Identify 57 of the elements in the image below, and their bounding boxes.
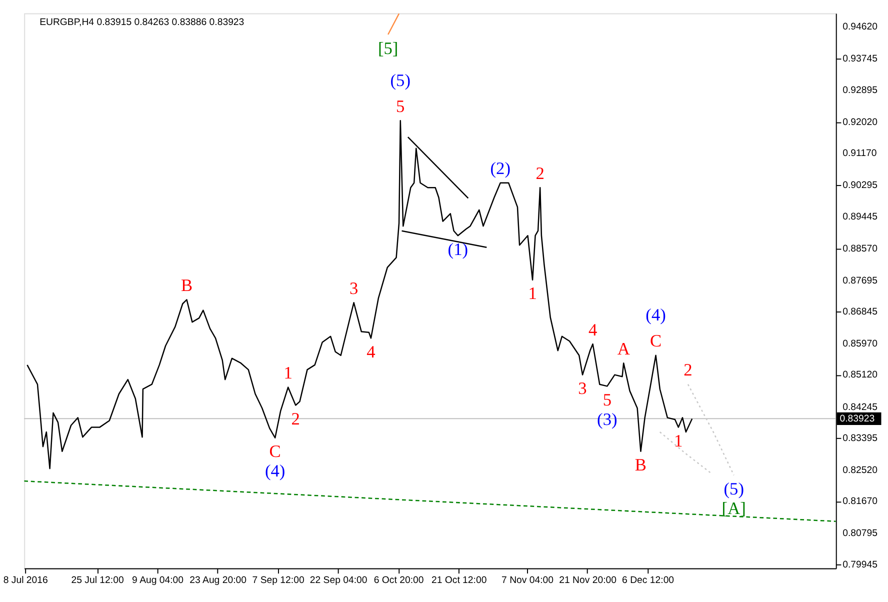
y-tick-label: 0.88570 xyxy=(842,243,878,254)
annotation: 1 xyxy=(284,364,292,383)
y-tick-label: 0.94620 xyxy=(842,22,878,33)
annotation: 2 xyxy=(291,410,300,429)
annotation: 3 xyxy=(349,278,358,298)
y-tick-label: 0.87695 xyxy=(842,275,878,286)
chart-title: EURGBP,H4 0.83915 0.84263 0.83886 0.83923 xyxy=(40,16,244,28)
ref-line-label: 0.83923 xyxy=(840,414,875,425)
annotation: A xyxy=(617,339,630,358)
annotation: (4) xyxy=(646,306,666,325)
annotation: 3 xyxy=(578,379,587,398)
y-tick-label: 0.79945 xyxy=(842,559,878,570)
y-tick-label: 0.81670 xyxy=(842,496,878,508)
annotation: B xyxy=(634,456,647,475)
annotation: (2) xyxy=(490,159,511,178)
y-tick-label: 0.80795 xyxy=(842,528,878,540)
annotation: [A] xyxy=(722,498,746,518)
y-tick-label: 0.82520 xyxy=(842,464,878,476)
x-tick-label: 22 Sep 04:00 xyxy=(310,575,368,586)
y-tick-label: 0.86845 xyxy=(842,306,878,318)
x-tick-label: 6 Dec 12:00 xyxy=(622,575,674,586)
annotation: C xyxy=(650,332,662,351)
annotation: 2 xyxy=(684,360,692,380)
annotation: 4 xyxy=(366,342,376,362)
x-tick-label: 6 Oct 20:00 xyxy=(374,575,424,586)
annotation: (4) xyxy=(264,461,286,480)
annotation: C xyxy=(269,442,281,462)
x-tick-label: 9 Aug 04:00 xyxy=(132,575,184,586)
y-tick-label: 0.93745 xyxy=(842,54,878,65)
x-tick-label: 25 Jul 12:00 xyxy=(71,575,124,586)
annotation: 1 xyxy=(528,284,537,304)
annotation: [5] xyxy=(378,38,398,58)
annotation: (1) xyxy=(448,240,468,259)
annotation: 4 xyxy=(588,320,598,340)
annotation: (5) xyxy=(724,480,744,498)
y-tick-label: 0.84245 xyxy=(842,402,878,413)
x-tick-label: 7 Sep 12:00 xyxy=(252,575,304,586)
x-tick-label: 8 Jul 2016 xyxy=(3,575,48,586)
annotation: (5) xyxy=(390,70,411,90)
annotation: 5 xyxy=(396,96,405,116)
x-tick-label: 21 Nov 20:00 xyxy=(559,575,616,586)
annotation: 5 xyxy=(602,390,612,410)
annotation: B xyxy=(180,276,193,296)
y-tick-label: 0.92020 xyxy=(842,116,878,128)
y-tick-label: 0.85120 xyxy=(842,370,878,381)
x-tick-label: 21 Oct 12:00 xyxy=(431,575,487,586)
x-tick-label: 23 Aug 20:00 xyxy=(190,575,246,586)
y-tick-label: 0.90295 xyxy=(842,180,878,192)
y-tick-label: 0.91170 xyxy=(842,148,877,160)
annotation: 1 xyxy=(674,432,683,451)
x-tick-label: 7 Nov 04:00 xyxy=(502,575,554,586)
annotation: 2 xyxy=(536,164,544,183)
y-tick-label: 0.89445 xyxy=(842,211,878,222)
y-tick-label: 0.85970 xyxy=(842,338,878,350)
y-tick-label: 0.83395 xyxy=(842,432,878,444)
y-tick-label: 0.92895 xyxy=(842,84,878,96)
annotation: (3) xyxy=(597,410,618,429)
